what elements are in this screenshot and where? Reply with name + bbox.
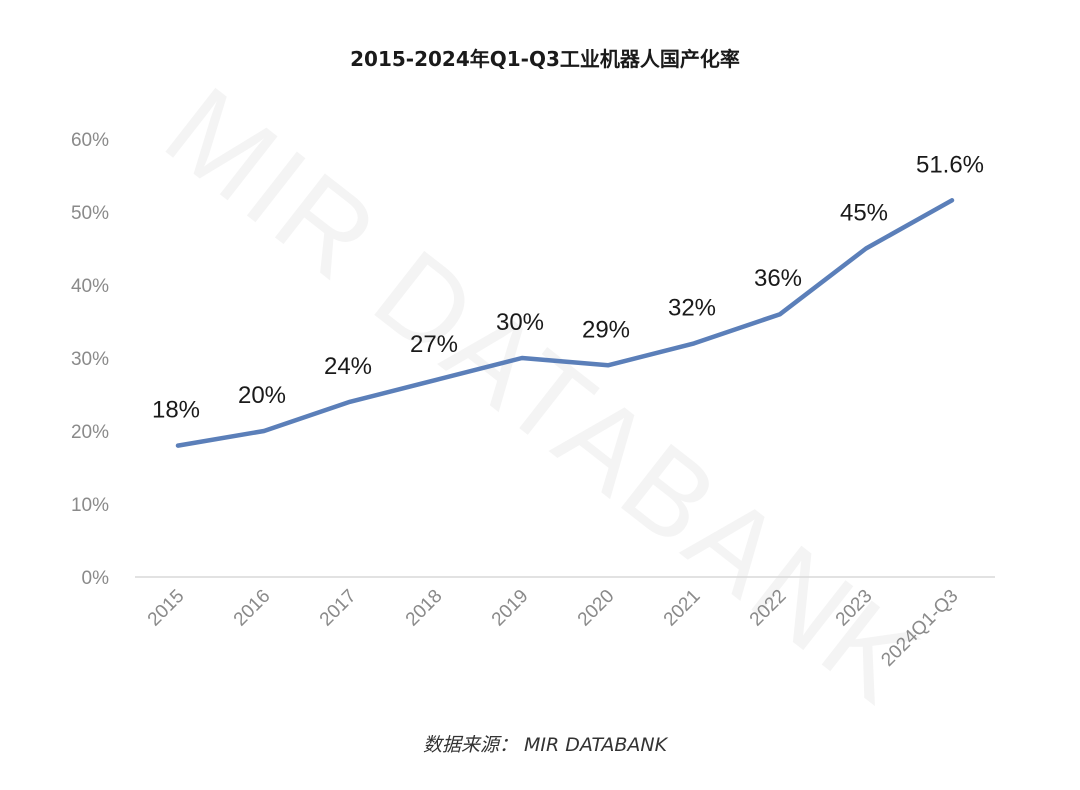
data-label: 30%: [496, 309, 544, 336]
y-tick-label: 40%: [71, 276, 109, 297]
x-tick-label: 2015: [144, 586, 189, 631]
data-label: 18%: [152, 397, 200, 424]
data-label: 36%: [754, 265, 802, 292]
data-label: 27%: [410, 331, 458, 358]
x-tick-label: 2020: [574, 586, 619, 631]
x-tick-label: 2018: [402, 586, 447, 631]
chart-title: 2015-2024年Q1-Q3工业机器人国产化率: [350, 47, 740, 71]
source-note: 数据来源： MIR DATABANK: [423, 734, 669, 756]
y-tick-label: 50%: [71, 203, 109, 224]
x-tick-label: 2019: [488, 586, 533, 631]
data-label: 20%: [238, 382, 286, 409]
y-tick-label: 10%: [71, 495, 109, 516]
data-label: 32%: [668, 294, 716, 321]
data-label: 24%: [324, 353, 372, 380]
y-axis: 0% 10% 20% 30% 40% 50% 60%: [71, 130, 109, 589]
y-tick-label: 60%: [71, 130, 109, 151]
data-label: 29%: [582, 316, 630, 343]
y-tick-label: 0%: [82, 568, 110, 589]
x-tick-label: 2017: [316, 586, 361, 631]
y-tick-label: 20%: [71, 422, 109, 443]
data-labels: 18% 20% 24% 27% 30% 29% 32% 36% 45% 51.6%: [152, 151, 984, 423]
series-line: [175, 198, 955, 448]
x-tick-label: 2016: [230, 586, 275, 631]
data-label: 51.6%: [916, 151, 984, 178]
y-tick-label: 30%: [71, 349, 109, 370]
data-label: 45%: [840, 200, 888, 227]
